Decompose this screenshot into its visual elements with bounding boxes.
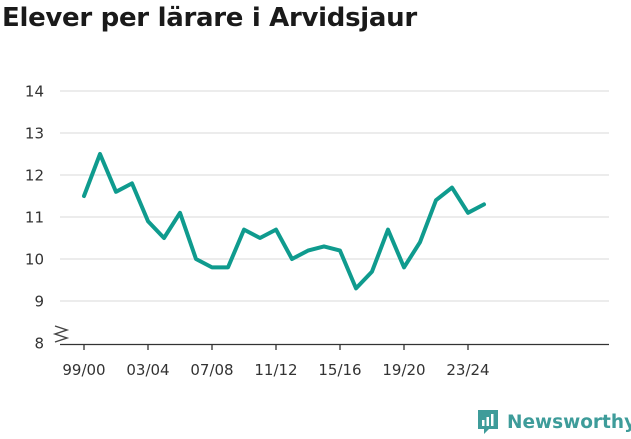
newsworthy-logo: Newsworthy bbox=[476, 408, 631, 436]
gridlines bbox=[60, 90, 609, 302]
y-tick-labels: 8 9 10 11 12 13 14 bbox=[25, 83, 44, 353]
x-axis bbox=[60, 343, 609, 350]
brand-name: Newsworthy bbox=[507, 411, 631, 433]
series-line bbox=[82, 152, 486, 291]
x-tick-label: 19/20 bbox=[382, 361, 425, 379]
y-tick-label: 8 bbox=[34, 335, 44, 353]
newsworthy-logo-icon bbox=[478, 410, 498, 434]
x-tick-label: 15/16 bbox=[318, 361, 361, 379]
y-tick-label: 11 bbox=[25, 209, 44, 227]
y-tick-label: 13 bbox=[25, 125, 44, 143]
y-tick-label: 12 bbox=[25, 167, 44, 185]
axis-break-icon bbox=[52, 325, 70, 343]
series-layer bbox=[82, 152, 486, 291]
x-tick-label: 23/24 bbox=[446, 361, 489, 379]
x-tick-label: 03/04 bbox=[126, 361, 169, 379]
x-tick-labels: 99/00 03/04 07/08 11/12 15/16 19/20 23/24 bbox=[62, 361, 489, 379]
x-tick-label: 99/00 bbox=[62, 361, 105, 379]
chart-title: Elever per lärare i Arvidsjaur bbox=[2, 3, 417, 33]
y-tick-label: 14 bbox=[25, 83, 44, 101]
x-tick-label: 07/08 bbox=[190, 361, 233, 379]
y-tick-label: 9 bbox=[34, 293, 44, 311]
y-tick-label: 10 bbox=[25, 251, 44, 269]
x-tick-label: 11/12 bbox=[254, 361, 297, 379]
